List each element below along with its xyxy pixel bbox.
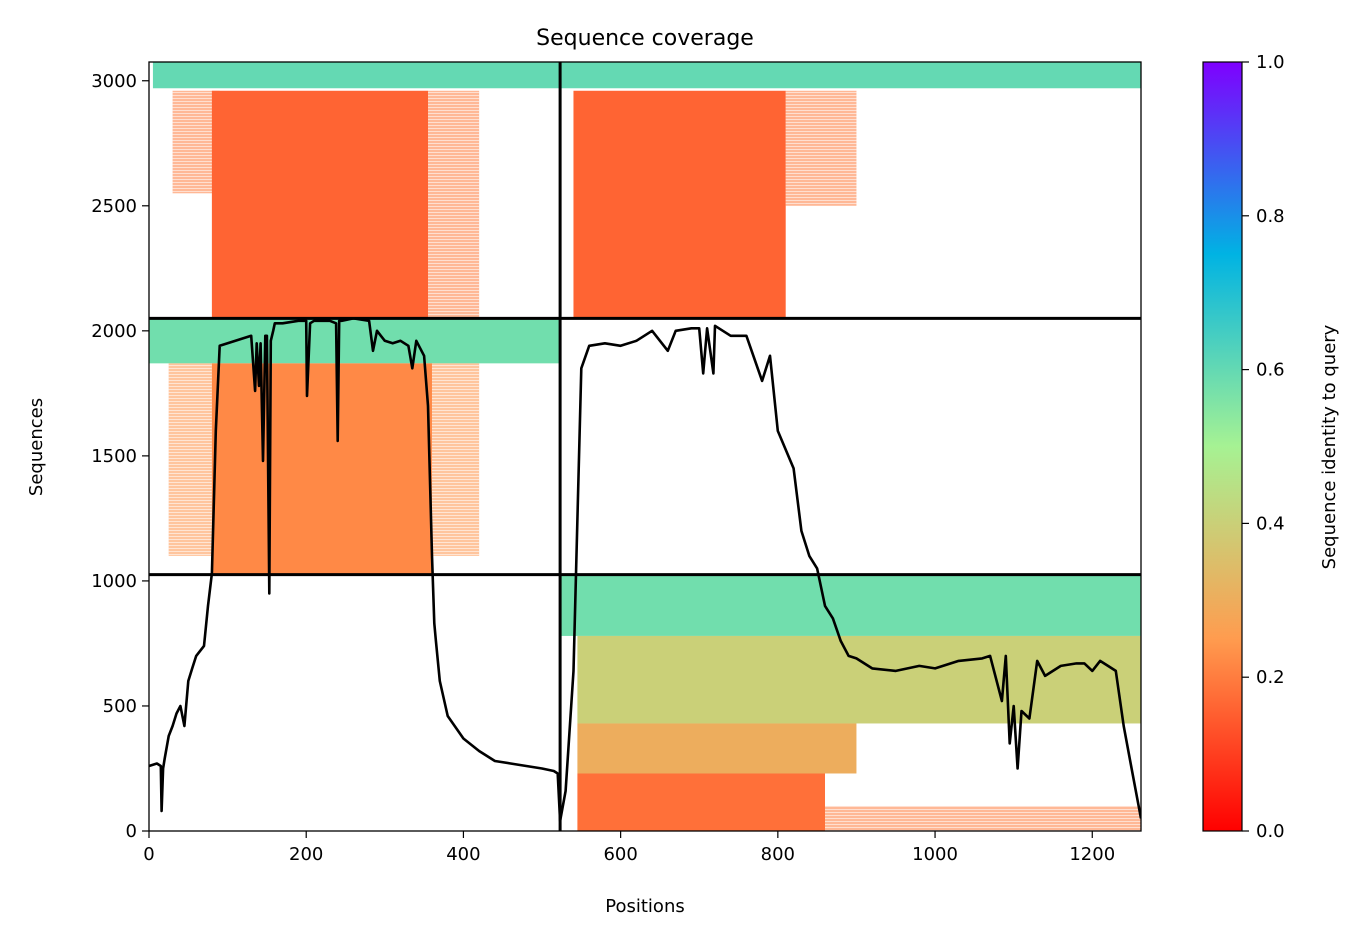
colorbar-tick-label-0.4: 0.4: [1256, 513, 1285, 534]
section-dividers: [149, 62, 1141, 831]
x-tick-label-1200: 1200: [1069, 844, 1115, 865]
colorbar-tick-label-0.2: 0.2: [1256, 667, 1285, 688]
coverage-block-5: [573, 90, 786, 319]
coverage-block-0: [152, 62, 561, 89]
colorbar: [1202, 61, 1243, 832]
y-tick-label-500: 500: [103, 696, 137, 717]
coverage-block-8-texture: [168, 363, 212, 556]
y-axis-label: Sequences: [26, 398, 47, 496]
y-tick-label-2500: 2500: [91, 196, 137, 217]
colorbar-tick-label-0.8: 0.8: [1256, 206, 1285, 227]
y-tick-label-1000: 1000: [91, 571, 137, 592]
chart-title: Sequence coverage: [536, 26, 754, 51]
coverage-block-7: [149, 318, 561, 364]
coverage-heatmap: [149, 62, 1141, 831]
coverage-block-3-texture: [428, 90, 480, 319]
y-tick-label-3000: 3000: [91, 71, 137, 92]
coverage-line: [149, 316, 1141, 823]
y-tick-label-2000: 2000: [91, 321, 137, 342]
colorbar-tick-label-0.0: 0.0: [1256, 821, 1285, 842]
coverage-block-14: [577, 773, 826, 831]
colorbar-tick-label-1.0: 1.0: [1256, 52, 1285, 73]
coverage-block-15-texture: [825, 805, 1141, 831]
coverage-block-13: [577, 723, 857, 774]
x-tick-label-600: 600: [603, 844, 637, 865]
coverage-block-6-texture: [785, 90, 857, 206]
x-tick-label-800: 800: [761, 844, 795, 865]
coverage-block-11: [560, 574, 1141, 636]
coverage-line-layer: [149, 316, 1141, 823]
coverage-block-2: [211, 90, 429, 319]
x-tick-label-200: 200: [289, 844, 323, 865]
x-tick-label-400: 400: [446, 844, 480, 865]
x-tick-label-1000: 1000: [912, 844, 958, 865]
coverage-block-12: [577, 635, 1141, 724]
y-tick-label-1500: 1500: [91, 446, 137, 467]
colorbar-ticks: 0.0 0.2 0.4 0.6 0.8 1.0: [1242, 52, 1285, 842]
coverage-block-4: [560, 62, 1141, 89]
x-tick-label-0: 0: [143, 844, 154, 865]
colorbar-label: Sequence identity to query: [1319, 324, 1340, 569]
plot-frame: [148, 61, 1142, 832]
coverage-block-9: [211, 363, 432, 575]
x-axis-label: Positions: [605, 896, 684, 917]
colorbar-tick-label-0.6: 0.6: [1256, 360, 1285, 381]
coverage-block-10-texture: [431, 363, 480, 556]
x-axis-ticks: 0 200 400 600 800 1000 1200: [143, 831, 1115, 865]
y-tick-label-0: 0: [126, 821, 137, 842]
y-axis-ticks: 0 500 1000 1500 2000 2500 3000: [91, 71, 149, 842]
